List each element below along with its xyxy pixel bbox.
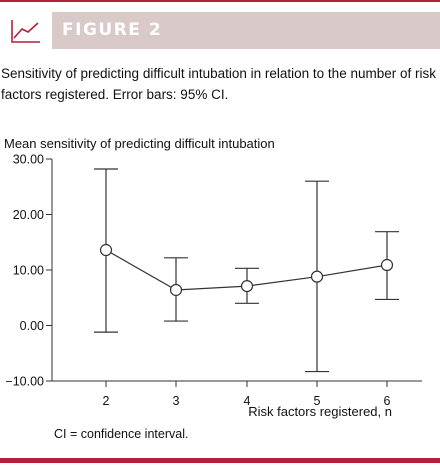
footnote: CI = confidence interval. — [54, 427, 189, 441]
y-tick-label: 10.00 — [13, 264, 44, 278]
x-axis: 2 3 4 5 6 — [52, 380, 422, 408]
figure-number: FIGURE 2 — [62, 20, 163, 40]
data-point — [380, 258, 394, 272]
chart-title: Mean sensitivity of predicting difficult… — [4, 136, 275, 151]
y-tick-label: 0.00 — [20, 319, 44, 333]
data-point — [169, 283, 183, 297]
x-tick-label: 4 — [244, 394, 251, 408]
x-tick-label: 3 — [173, 394, 180, 408]
line-chart-icon — [11, 20, 40, 43]
figure-header-bar — [0, 12, 440, 49]
y-tick-label: 20.00 — [13, 208, 44, 222]
data-point — [240, 279, 254, 293]
x-tick-label: 6 — [384, 394, 391, 408]
x-tick-label: 5 — [314, 394, 321, 408]
x-tick-label: 2 — [103, 394, 110, 408]
y-axis: 30.00 20.00 10.00 0.00 −10.00 — [5, 153, 53, 389]
y-tick-label: 30.00 — [13, 153, 44, 167]
series-layer — [94, 168, 399, 373]
bottom-accent-rule — [0, 458, 440, 463]
figure-label: FIGURE 2 — [0, 12, 440, 49]
y-tick-label: −10.00 — [5, 375, 44, 389]
x-axis-label: Risk factors registered, n — [248, 404, 392, 419]
data-point — [310, 270, 324, 283]
data-point — [99, 243, 113, 257]
top-accent-rule — [0, 0, 440, 12]
figure-icon-box — [0, 12, 52, 49]
figure-caption: Sensitivity of predicting difficult intu… — [1, 66, 436, 102]
